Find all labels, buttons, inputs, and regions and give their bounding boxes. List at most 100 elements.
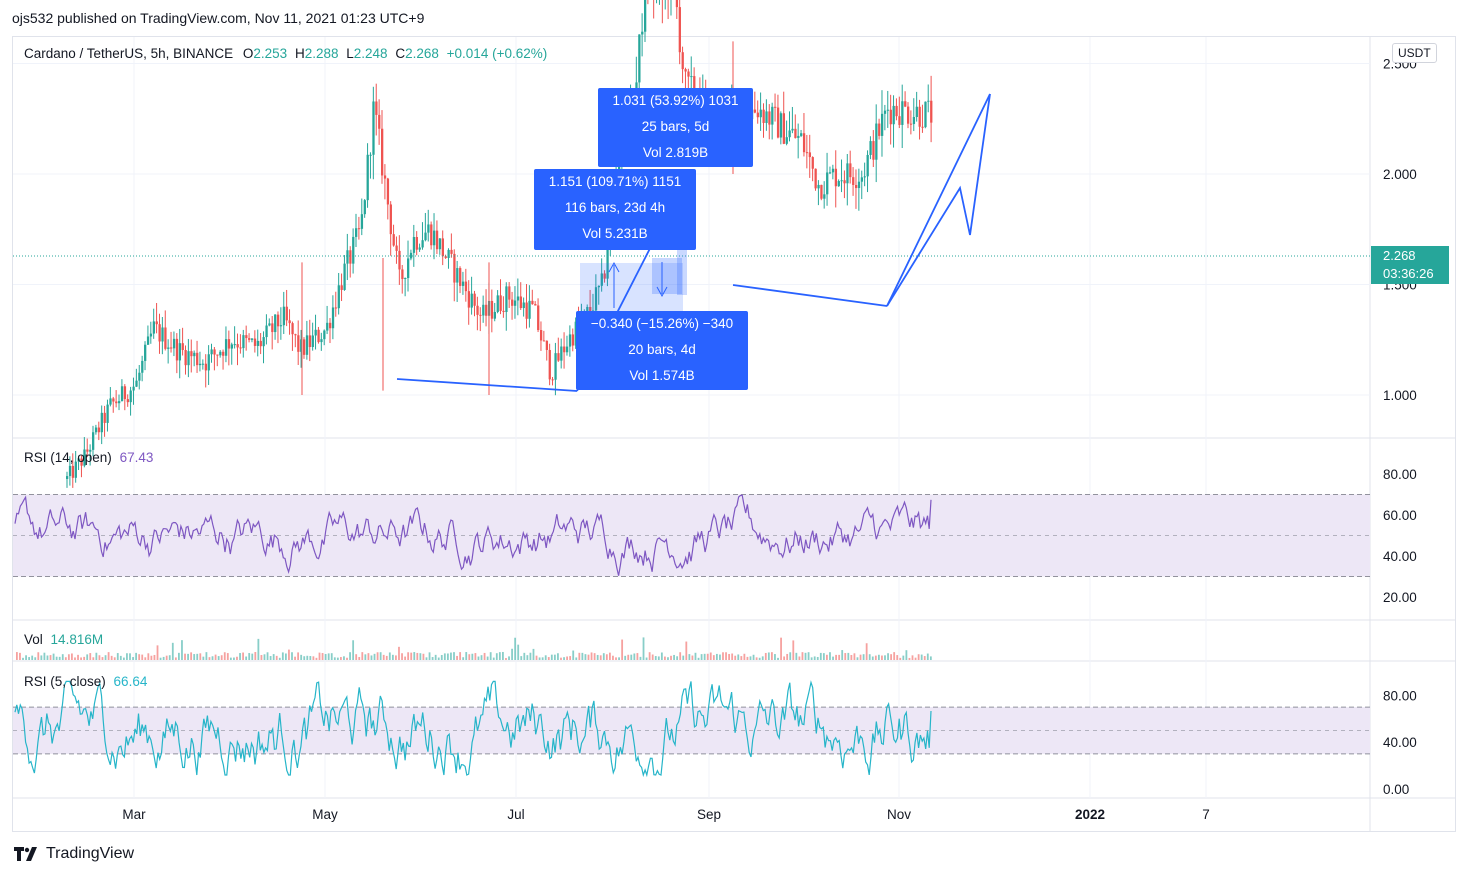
volume-bar bbox=[871, 656, 874, 660]
volume-bar bbox=[453, 652, 455, 660]
rsi14-tick-label: 20.00 bbox=[1383, 590, 1417, 605]
volume-bar bbox=[651, 654, 654, 660]
candle-body bbox=[161, 327, 164, 342]
volume-bar bbox=[722, 652, 724, 660]
candle-body bbox=[915, 106, 918, 118]
measure-box-1[interactable]: 1.031 (53.92%) 1031 25 bars, 5d Vol 2.81… bbox=[598, 88, 753, 167]
volume-bar bbox=[887, 653, 889, 660]
candle-body bbox=[149, 333, 153, 337]
candle-body bbox=[560, 346, 563, 361]
candle-body bbox=[453, 253, 456, 283]
candle-body bbox=[860, 177, 864, 182]
candle-body bbox=[207, 354, 210, 371]
x-tick-label: Jul bbox=[507, 807, 524, 822]
volume-bar bbox=[431, 657, 434, 660]
volume-bar bbox=[352, 640, 355, 660]
candle-body bbox=[120, 386, 124, 402]
volume-bar bbox=[309, 656, 312, 660]
volume-bar bbox=[758, 657, 761, 660]
volume-bar bbox=[95, 652, 98, 660]
volume-bar bbox=[43, 652, 46, 660]
volume-bar bbox=[532, 648, 535, 660]
measure-3-bars: 20 bars, 4d bbox=[628, 342, 696, 357]
volume-bar bbox=[810, 657, 813, 660]
candle-body bbox=[355, 228, 358, 237]
candle-body bbox=[135, 380, 138, 387]
candle-body bbox=[762, 109, 765, 123]
candle-body bbox=[924, 101, 927, 128]
candle-body bbox=[369, 154, 372, 156]
volume-bar bbox=[557, 653, 559, 660]
volume-bar bbox=[101, 657, 104, 660]
volume-bar bbox=[223, 652, 226, 660]
volume-bar bbox=[523, 652, 526, 660]
volume-bar bbox=[520, 656, 523, 660]
candle-body bbox=[424, 232, 427, 241]
candle-body bbox=[230, 344, 234, 349]
volume-bar bbox=[398, 646, 400, 660]
currency-badge[interactable]: USDT bbox=[1392, 43, 1437, 63]
volume-bar bbox=[291, 652, 293, 660]
candle-body bbox=[334, 307, 338, 309]
candle-body bbox=[878, 123, 881, 136]
rsi5-tick-label: 0.00 bbox=[1383, 782, 1409, 797]
candle-body bbox=[320, 339, 323, 343]
volume-bar bbox=[25, 655, 27, 660]
volume-bar bbox=[187, 653, 189, 660]
volume-bar bbox=[838, 654, 841, 660]
volume-bar bbox=[553, 654, 556, 660]
candle-body bbox=[190, 351, 193, 357]
volume-bar bbox=[132, 657, 134, 660]
candle-body bbox=[184, 350, 187, 366]
tradingview-logo[interactable]: TradingView bbox=[14, 845, 134, 863]
volume-bar bbox=[471, 653, 474, 660]
candle-body bbox=[563, 346, 566, 353]
volume-bar bbox=[492, 657, 495, 660]
ohlc-close-label: C bbox=[395, 46, 406, 61]
volume-bar bbox=[731, 653, 734, 660]
volume-bar bbox=[336, 657, 339, 660]
volume-bar bbox=[330, 653, 333, 660]
volume-bar bbox=[746, 656, 749, 660]
volume-bar bbox=[174, 657, 177, 660]
volume-bar bbox=[505, 657, 507, 660]
volume-bar bbox=[119, 655, 122, 660]
volume-bar bbox=[16, 652, 18, 660]
volume-bar bbox=[816, 656, 819, 660]
volume-bar bbox=[667, 657, 669, 660]
measure-box-2[interactable]: 1.151 (109.71%) 1151 116 bars, 23d 4h Vo… bbox=[534, 169, 696, 250]
volume-bar bbox=[205, 652, 208, 660]
volume-bar bbox=[19, 652, 21, 660]
candle-body bbox=[753, 109, 757, 113]
candle-body bbox=[282, 306, 286, 326]
candle-body bbox=[118, 401, 121, 404]
volume-bar bbox=[236, 656, 238, 660]
ohlc-open-label: O bbox=[242, 46, 254, 61]
candle-body bbox=[89, 449, 92, 452]
volume-bar bbox=[40, 655, 43, 660]
candle-body bbox=[866, 154, 869, 177]
volume-bar bbox=[410, 652, 413, 660]
candle-body bbox=[450, 249, 453, 254]
volume-bar bbox=[214, 654, 217, 660]
candle-body bbox=[66, 476, 69, 479]
candle-body bbox=[684, 69, 687, 72]
candle-body bbox=[438, 238, 442, 250]
volume-bar bbox=[107, 652, 110, 660]
rsi14-value: 67.43 bbox=[119, 450, 154, 465]
volume-bar bbox=[865, 643, 868, 660]
rsi5-value: 66.64 bbox=[113, 674, 148, 689]
volume-bar bbox=[71, 653, 73, 660]
volume-bar bbox=[847, 652, 850, 660]
candle-body bbox=[889, 109, 892, 125]
volume-bar bbox=[498, 652, 501, 660]
volume-bar bbox=[575, 657, 578, 660]
measure-box-3[interactable]: −0.340 (−15.26%) −340 20 bars, 4d Vol 1.… bbox=[576, 311, 748, 390]
candle-body bbox=[404, 277, 407, 280]
chart-frame[interactable] bbox=[12, 36, 1456, 832]
candle-body bbox=[375, 101, 378, 115]
candle-body bbox=[126, 399, 129, 403]
candle-body bbox=[482, 304, 485, 316]
volume-bar bbox=[278, 657, 281, 660]
